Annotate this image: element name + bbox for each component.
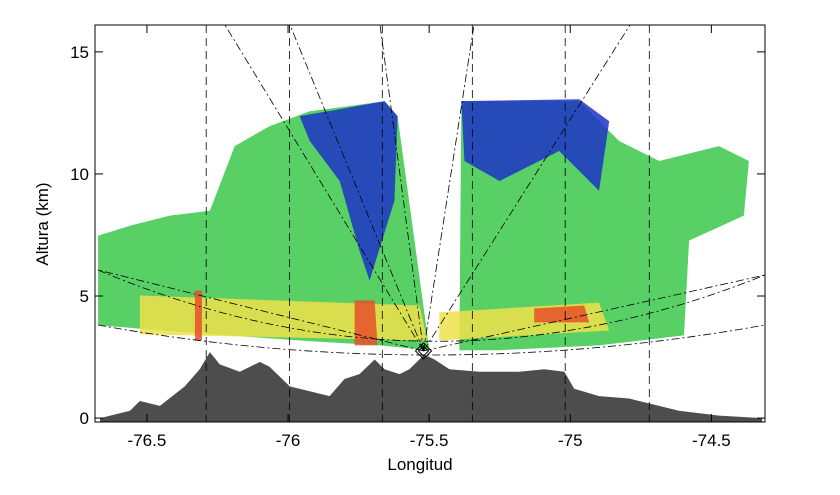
echo-region [194,290,202,341]
radar-marker [414,342,433,360]
radial-line [423,274,766,352]
radial-line [97,269,424,352]
x-axis-label: Longitud [387,455,452,474]
echo-region [354,300,378,346]
x-tick-label: -74.5 [692,431,731,450]
radial-line [379,24,424,352]
x-tick-label: -76.5 [128,431,167,450]
x-tick-label: -76 [276,431,301,450]
x-tick-label: -75.5 [410,431,449,450]
terrain [100,352,763,422]
y-tick-label: 10 [70,165,89,184]
y-axis-label: Altura (km) [33,182,52,265]
radial-line [423,24,631,352]
y-tick-label: 0 [80,409,89,428]
x-tick-label: -75 [558,431,583,450]
plot-area [98,99,763,422]
radial-line [423,24,475,352]
radial-line [289,24,424,352]
y-tick-label: 5 [80,287,89,306]
echo-region [299,101,398,281]
axes-frame [94,24,766,423]
echo-region [534,305,590,323]
echo-region [461,99,610,191]
elevation-arc [97,269,766,342]
y-tick-label: 15 [70,43,89,62]
